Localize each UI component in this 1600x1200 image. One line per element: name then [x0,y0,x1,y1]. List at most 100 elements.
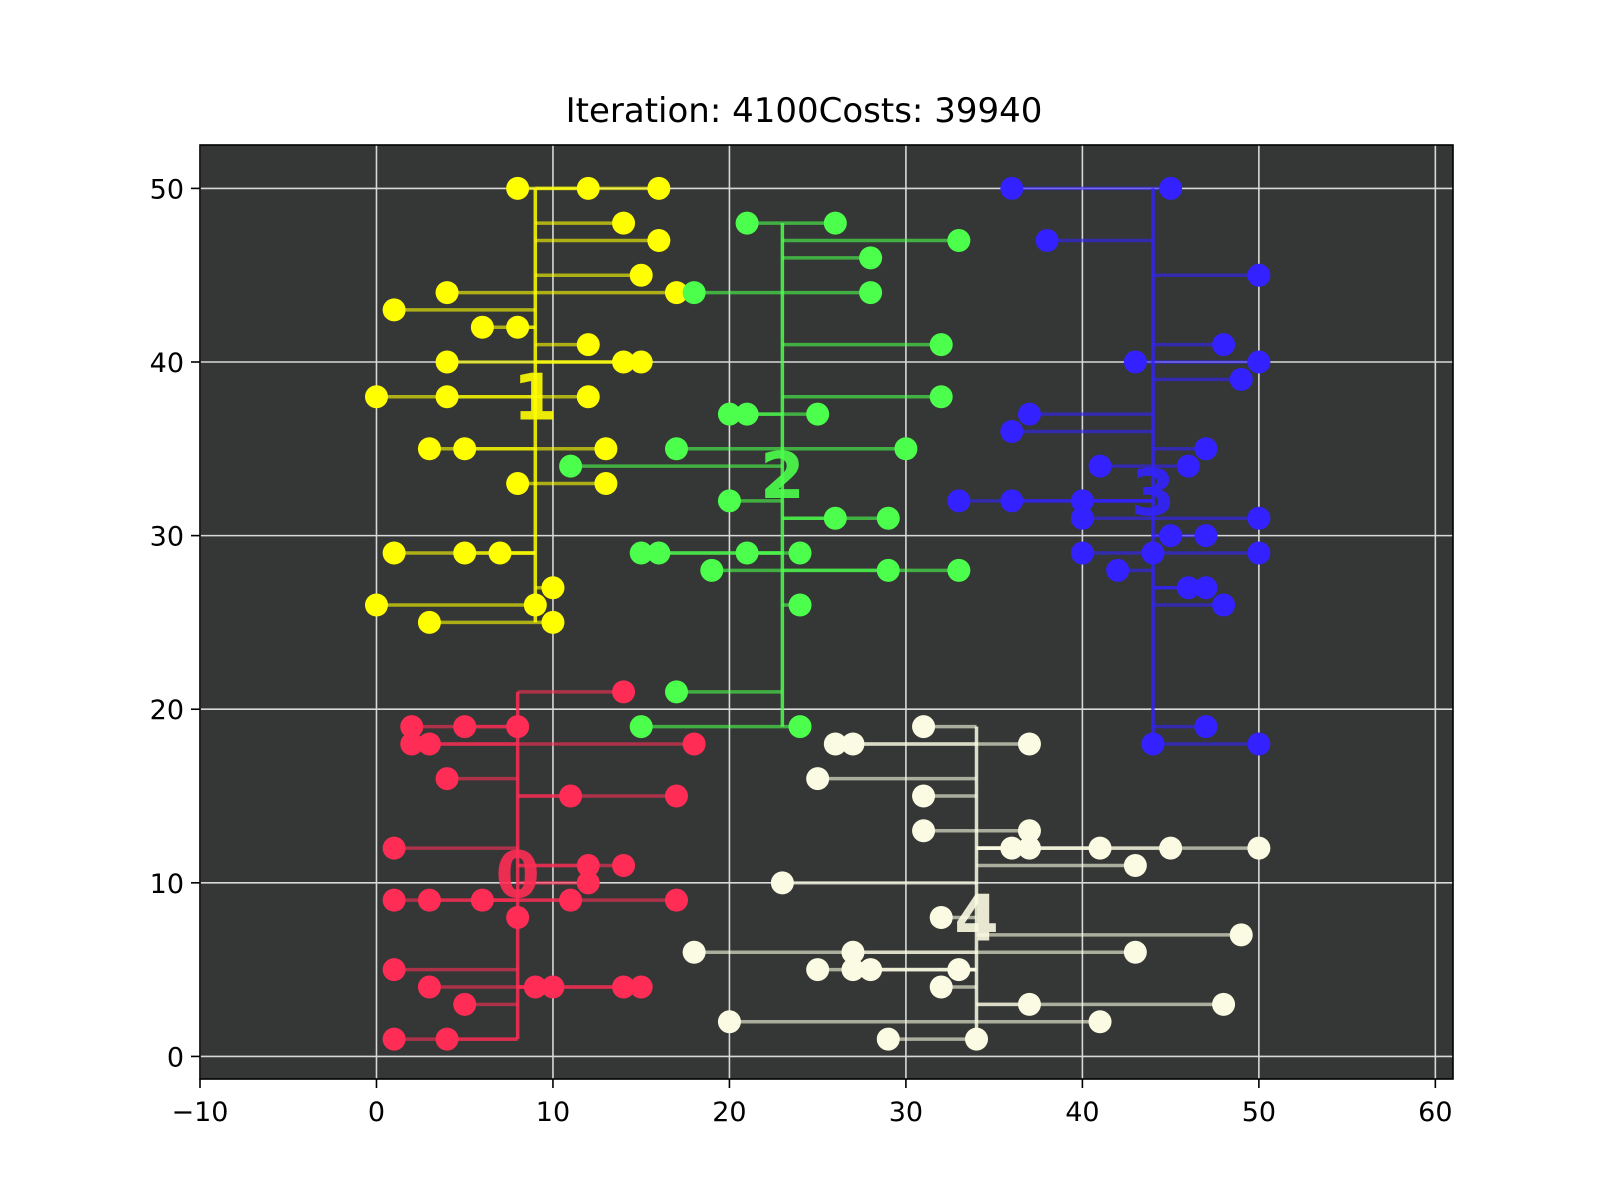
cluster-1-point [594,437,618,461]
cluster-3-point [1159,176,1183,200]
cluster-1-point [629,350,653,374]
y-tick-label: 10 [150,869,184,900]
cluster-4-point [1088,836,1112,860]
cluster-3-point [1106,558,1130,582]
cluster-1-point [664,281,688,305]
cluster-3-point [1123,350,1147,374]
cluster-3-point [1247,263,1271,287]
cluster-4-point [965,1027,989,1051]
cluster-0-label: 0 [495,839,540,913]
x-tick-label: 50 [1242,1097,1276,1128]
cluster-labels: 0 1 2 3 4 [495,362,1175,957]
cluster-2-point [929,385,953,409]
x-tick-label: 30 [889,1097,923,1128]
cluster-1-point [629,263,653,287]
cluster-3-point [1247,506,1271,530]
cluster-4-point [1017,732,1041,756]
cluster-3-point [1194,576,1218,600]
cluster-1-point [435,281,459,305]
cluster-4-point [1017,992,1041,1016]
cluster-4-point [1159,836,1183,860]
plot-area [200,145,1453,1079]
cluster-4-point [876,1027,900,1051]
cluster-0-point [664,784,688,808]
cluster-1-point [541,576,565,600]
cluster-1-point [506,472,530,496]
cluster-4-point [947,958,971,982]
cluster-0-point [576,853,600,877]
cluster-4-point [912,784,936,808]
y-tick-label: 30 [150,522,184,553]
cluster-4-point [1123,940,1147,964]
cluster-1-point [576,333,600,357]
cluster-3-point [1229,367,1253,391]
cluster-2-point [859,281,883,305]
cluster-0-point [576,871,600,895]
cluster-1-point [364,593,388,617]
cluster-4-point [841,732,865,756]
cluster-3-point [1247,732,1271,756]
cluster-2-point [629,541,653,565]
cluster-1-point [453,541,477,565]
cluster-0-point [382,958,406,982]
cluster-0-point [541,975,565,999]
cluster-1-point [435,350,459,374]
cluster-3-point [1176,454,1200,478]
cluster-2-point [629,715,653,739]
y-tick-label: 50 [150,174,184,205]
cluster-2-point [823,211,847,235]
cluster-3-point [1194,524,1218,548]
cluster-0-point [417,888,441,912]
cluster-0-point [612,975,636,999]
cluster-4-point [859,958,883,982]
cluster-0-point [559,888,583,912]
cluster-2-point [682,281,706,305]
cluster-2-point [859,246,883,270]
cluster-0-point [417,975,441,999]
cluster-4-point [717,1010,741,1034]
cluster-1-point [382,541,406,565]
cluster-3-point [1247,541,1271,565]
cluster-3-point [1070,489,1094,513]
cluster-4-point [841,958,865,982]
cluster-2-point [735,211,759,235]
x-tick-label: 60 [1418,1097,1452,1128]
cluster-2-point [700,558,724,582]
cluster-2-point [929,333,953,357]
cluster-4-point [1000,836,1024,860]
cluster-3-point [1212,593,1236,617]
cluster-0-point [400,732,424,756]
cluster-3-point [1017,402,1041,426]
cluster-1-point [470,315,494,339]
cluster-0-point [435,1027,459,1051]
x-tick-label: −10 [172,1097,229,1128]
cluster-4-point [1123,853,1147,877]
cluster-4-point [806,767,830,791]
cluster-3-point [1176,576,1200,600]
cluster-3-point [1247,350,1271,374]
cluster-1 [364,176,688,634]
cluster-0-point [559,784,583,808]
chart-title: Iteration: 4100Costs: 39940 [566,91,1043,131]
cluster-4 [682,715,1271,1051]
plot-frame [199,144,1454,1080]
cluster-0-point [682,732,706,756]
cluster-4-point [912,819,936,843]
x-tick-label: 0 [368,1097,385,1128]
cluster-3-point [1141,732,1165,756]
cluster-2-point [717,402,741,426]
cluster-2-point [735,402,759,426]
cluster-3-point [1212,333,1236,357]
cluster-1-point [382,298,406,322]
cluster-2-point [788,715,812,739]
cluster-4-point [1088,1010,1112,1034]
cluster-0-point [382,888,406,912]
cluster-1-point [612,211,636,235]
cluster-2-label: 2 [760,440,805,514]
cluster-2 [559,211,971,739]
cluster-4-point [806,958,830,982]
x-tick-label: 20 [712,1097,746,1128]
cluster-3-point [1070,506,1094,530]
